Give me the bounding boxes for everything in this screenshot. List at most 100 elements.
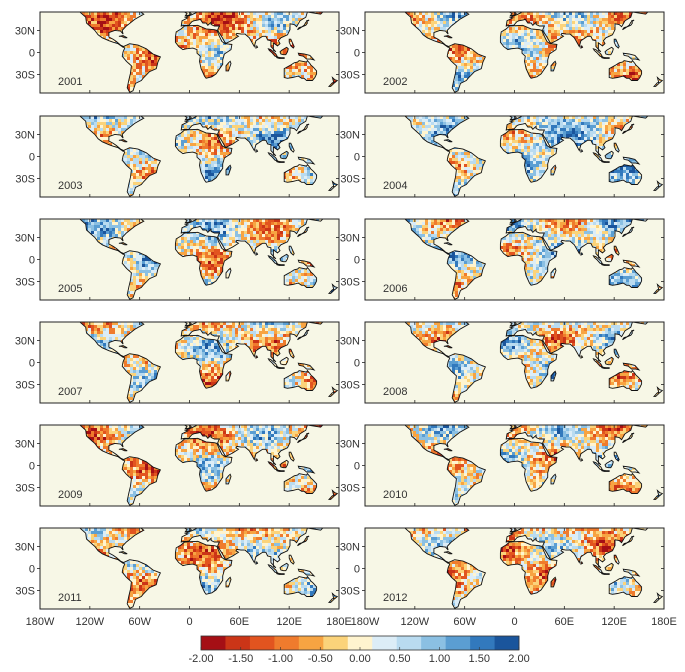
lat-label: 0 xyxy=(354,152,360,164)
map-panel-2009: 30N 0 30S xyxy=(15,424,340,507)
map-panel-2005: 30N 0 30S xyxy=(15,218,340,301)
lat-label: 0 xyxy=(354,255,360,267)
year-label: 2012 xyxy=(383,592,407,604)
lon-label: 60W xyxy=(128,616,151,628)
lat-label: 30N xyxy=(15,541,35,553)
coastline xyxy=(78,116,339,197)
colorbar-swatch xyxy=(445,636,471,650)
map-panel-2011: 30N 0 30S xyxy=(15,527,340,610)
colorbar-swatch xyxy=(201,636,226,650)
map-panel-2008: 30N 0 30S xyxy=(340,321,665,404)
coastline xyxy=(78,425,339,506)
lat-label: 30S xyxy=(340,586,360,598)
lat-label: 30S xyxy=(15,277,35,289)
lon-label: 180W xyxy=(351,616,380,628)
map-panel-2012: 30N 0 30S xyxy=(340,527,665,610)
colorbar-tick-label: 1.00 xyxy=(429,653,450,665)
colorbar-tick-label: 0.50 xyxy=(389,653,410,665)
year-label: 2010 xyxy=(383,489,407,501)
map-panel-2003: 30N 0 30S xyxy=(15,115,340,198)
lon-label: 120E xyxy=(276,616,302,628)
lon-label: 60E xyxy=(555,616,575,628)
lat-label: 30N xyxy=(340,541,360,553)
lat-label: 30N xyxy=(340,129,360,141)
lat-label: 0 xyxy=(29,358,35,370)
coastline xyxy=(403,425,664,506)
map-panel-2001: 30N 0 30S xyxy=(15,11,340,94)
colorbar-swatch xyxy=(494,636,520,650)
map-panel-2010: 30N 0 30S xyxy=(340,424,665,507)
lat-label: 30S xyxy=(340,70,360,82)
lon-label: 60W xyxy=(453,616,476,628)
lat-label: 30S xyxy=(15,174,35,186)
year-label: 2003 xyxy=(58,180,82,192)
coastline xyxy=(78,12,339,93)
year-label: 2007 xyxy=(58,386,82,398)
lat-label: 30S xyxy=(340,483,360,495)
colorbar-tick-label: -1.00 xyxy=(268,653,293,665)
colorbar-tick-label: 2.00 xyxy=(508,653,529,665)
lat-label: 0 xyxy=(354,564,360,576)
colorbar-tick-label: 0.00 xyxy=(349,653,370,665)
lat-label: 30N xyxy=(15,25,35,37)
lon-label: 0 xyxy=(186,616,192,628)
lat-label: 30N xyxy=(340,25,360,37)
coastline xyxy=(403,528,664,609)
map-panel-2002: 30N 0 30S xyxy=(340,11,665,94)
lat-label: 30N xyxy=(15,438,35,450)
coastline xyxy=(78,528,339,609)
lat-label: 0 xyxy=(29,48,35,60)
year-label: 2005 xyxy=(58,283,82,295)
lat-label: 0 xyxy=(29,461,35,473)
lat-label: 30S xyxy=(15,586,35,598)
lat-label: 0 xyxy=(29,255,35,267)
lat-label: 30S xyxy=(15,380,35,392)
lon-label: 60E xyxy=(230,616,250,628)
coastline xyxy=(403,116,664,197)
year-label: 2011 xyxy=(58,592,82,604)
map-panel-2007: 30N 0 30S xyxy=(15,321,340,404)
coastline xyxy=(78,322,339,403)
colorbar-swatch xyxy=(372,636,397,650)
lat-label: 30S xyxy=(340,277,360,289)
lat-label: 30N xyxy=(15,129,35,141)
lon-label: 0 xyxy=(511,616,517,628)
year-label: 2002 xyxy=(383,76,407,88)
lon-label: 180E xyxy=(326,616,352,628)
coastline xyxy=(403,219,664,300)
lon-label: 180W xyxy=(26,616,55,628)
lat-label: 0 xyxy=(29,152,35,164)
lat-label: 0 xyxy=(354,461,360,473)
coastline xyxy=(403,322,664,403)
lat-label: 30N xyxy=(15,335,35,347)
colorbar-swatch xyxy=(323,636,349,650)
colorbar-swatch xyxy=(225,636,251,650)
colorbar-tick-label: -2.00 xyxy=(188,653,213,665)
colorbar-swatch xyxy=(421,636,446,650)
lat-label: 30S xyxy=(340,380,360,392)
map-panel-2006: 30N 0 30S xyxy=(340,218,665,301)
colorbar-swatch xyxy=(274,636,300,650)
year-label: 2008 xyxy=(383,386,407,398)
colorbar-swatch xyxy=(396,636,422,650)
lon-label: 120W xyxy=(75,616,104,628)
colorbar-swatch xyxy=(298,636,324,650)
coastline xyxy=(78,219,339,300)
year-label: 2009 xyxy=(58,489,82,501)
colorbar-tick-label: 1.50 xyxy=(469,653,490,665)
lat-label: 0 xyxy=(354,48,360,60)
colorbar-tick-label: -1.50 xyxy=(228,653,253,665)
lat-label: 30N xyxy=(340,335,360,347)
lat-label: 30N xyxy=(340,438,360,450)
lon-label: 120W xyxy=(400,616,429,628)
colorbar-swatch xyxy=(470,636,495,650)
colorbar: -2.00 -1.50 -1.00 -0.50 0.00 0.50 1.00 1.50 2.00 xyxy=(188,635,530,665)
map-panel-2004: 30N 0 30S xyxy=(340,115,665,198)
lat-label: 0 xyxy=(354,358,360,370)
lon-label: 180E xyxy=(651,616,677,628)
lat-label: 30N xyxy=(15,232,35,244)
lat-label: 30S xyxy=(15,483,35,495)
colorbar-tick-label: -0.50 xyxy=(308,653,333,665)
year-label: 2001 xyxy=(58,76,82,88)
